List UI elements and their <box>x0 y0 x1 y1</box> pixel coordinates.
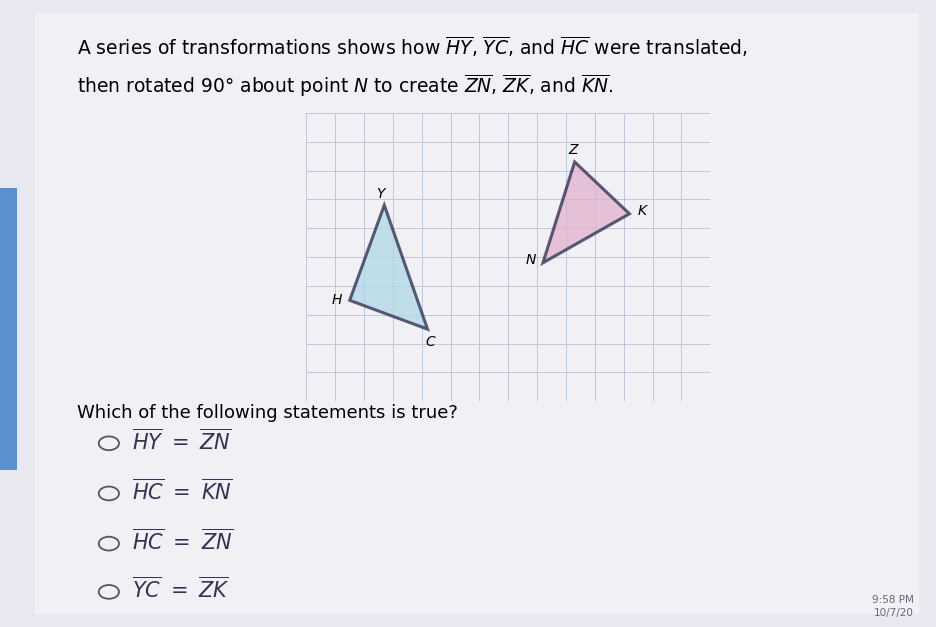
Text: $\mathit{\overline{HC}}$ $=$ $\mathit{\overline{ZN}}$: $\mathit{\overline{HC}}$ $=$ $\mathit{\o… <box>132 529 233 554</box>
Text: $\mathit{\overline{YC}}$ $=$ $\mathit{\overline{ZK}}$: $\mathit{\overline{YC}}$ $=$ $\mathit{\o… <box>132 577 229 603</box>
Text: K: K <box>637 204 647 218</box>
Text: $\mathit{\overline{HC}}$ $=$ $\mathit{\overline{KN}}$: $\mathit{\overline{HC}}$ $=$ $\mathit{\o… <box>132 478 232 504</box>
Text: C: C <box>425 335 435 349</box>
FancyBboxPatch shape <box>36 13 917 614</box>
Text: Which of the following statements is true?: Which of the following statements is tru… <box>77 404 457 423</box>
Text: 9:58 PM
10/7/20: 9:58 PM 10/7/20 <box>871 595 913 618</box>
FancyBboxPatch shape <box>0 188 17 470</box>
Text: N: N <box>525 253 535 267</box>
Text: H: H <box>331 293 342 307</box>
Text: Y: Y <box>375 187 384 201</box>
Text: then rotated 90° about point $\mathit{N}$ to create $\mathit{\overline{ZN}}$, $\: then rotated 90° about point $\mathit{N}… <box>77 72 612 98</box>
Text: A series of transformations shows how $\mathit{\overline{HY}}$, $\mathit{\overli: A series of transformations shows how $\… <box>77 34 747 59</box>
Text: Z: Z <box>568 143 578 157</box>
Polygon shape <box>542 162 629 263</box>
Polygon shape <box>349 205 427 329</box>
Text: $\mathit{\overline{HY}}$ $=$ $\mathit{\overline{ZN}}$: $\mathit{\overline{HY}}$ $=$ $\mathit{\o… <box>132 428 231 454</box>
